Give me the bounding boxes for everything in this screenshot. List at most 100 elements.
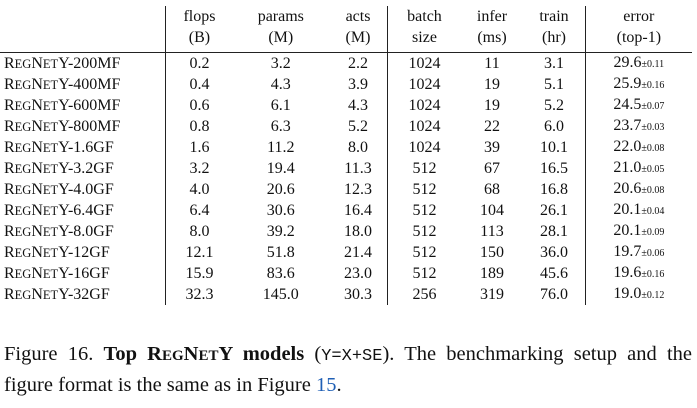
header-batch-line1: batch	[407, 8, 442, 25]
header-error-line2: (top-1)	[616, 29, 662, 46]
table-row: REGNETY-800MF 0.8 6.3 5.2 1024 22 6.0 23.7±0.03	[0, 116, 692, 137]
cell-train: 5.2	[523, 95, 586, 116]
model-name-part: ET	[42, 182, 59, 197]
cell-params: 145.0	[262, 286, 299, 303]
model-name-part: EG	[14, 203, 32, 218]
cell-flops: 0.8	[189, 118, 210, 135]
model-name-part: ET	[42, 203, 59, 218]
table-body: REGNETY-200MF 0.2 3.2 2.2 1024 11 3.1 29.6±0.11…	[0, 52, 692, 305]
cell-error: 29.6±0.11	[585, 53, 692, 75]
cell-error: 19.7±0.06	[585, 242, 692, 263]
error-value: 19.0	[613, 285, 642, 302]
cell-flops: 4.0	[189, 181, 210, 198]
header-batch: batch size	[387, 6, 461, 53]
table-row: REGNETY-32GF 32.3 145.0 30.3 256 319 76.0 19.0±…	[0, 284, 692, 305]
model-name-part: R	[4, 180, 15, 198]
cell-train: 5.1	[523, 74, 586, 95]
model-name-part: R	[4, 138, 15, 156]
error-std: ±0.07	[641, 101, 665, 112]
model-name-part: Y-12GF	[58, 243, 110, 261]
cell-error: 21.0±0.05	[585, 158, 692, 179]
model-name-part: Y-8.0GF	[58, 222, 114, 240]
model-name-part: EG	[14, 224, 32, 239]
error-std: ±0.16	[641, 80, 665, 91]
cell-infer: 104	[480, 202, 504, 219]
model-name-part: R	[4, 75, 15, 93]
cell-train: 28.1	[523, 221, 586, 242]
cell-infer: 319	[480, 286, 504, 303]
header-flops: flops (B)	[165, 6, 233, 53]
cell-batch: 512	[412, 265, 437, 282]
error-value: 22.0	[613, 138, 642, 155]
cell-model-name: REGNETY-3.2GF	[0, 158, 166, 179]
error-std: ±0.16	[641, 269, 665, 280]
model-name-part: Y-400MF	[58, 75, 121, 93]
table-row: REGNETY-400MF 0.4 4.3 3.9 1024 19 5.1 25.9±0.16	[0, 74, 692, 95]
header-params-line1: params	[257, 8, 304, 25]
cell-flops: 6.4	[189, 202, 210, 219]
model-name-part: N	[31, 159, 43, 177]
cell-model-name: REGNETY-4.0GF	[0, 179, 166, 200]
header-batch-line2: size	[412, 29, 437, 46]
error-std: ±0.08	[641, 185, 665, 196]
model-name-part: N	[31, 180, 43, 198]
cell-params: 11.2	[267, 139, 295, 156]
model-name-part: N	[31, 243, 43, 261]
table-row: REGNETY-12GF 12.1 51.8 21.4 512 150 36.0 19.7±0…	[0, 242, 692, 263]
cell-params: 3.2	[270, 55, 291, 72]
model-name-part: ET	[42, 56, 59, 71]
cell-train: 10.1	[523, 137, 586, 158]
caption-bold-e: Y models	[218, 343, 305, 365]
cell-batch: 1024	[408, 97, 441, 114]
error-std: ±0.06	[641, 248, 665, 259]
model-name-part: N	[31, 117, 43, 135]
header-acts-line1: acts	[345, 8, 371, 25]
error-value: 23.7	[613, 117, 642, 134]
model-name-part: N	[31, 96, 43, 114]
cell-infer: 150	[480, 244, 504, 261]
cell-infer: 19	[484, 97, 500, 114]
error-std: ±0.08	[641, 143, 665, 154]
table-row: REGNETY-1.6GF 1.6 11.2 8.0 1024 39 10.1 22.0±0.…	[0, 137, 692, 158]
cell-params: 4.3	[270, 76, 291, 93]
model-name-part: R	[4, 264, 15, 282]
cell-params: 19.4	[266, 160, 295, 177]
caption-code: Y=X+SE	[321, 347, 383, 366]
caption-bold-title: Top REGNETY models	[104, 343, 305, 365]
model-name-part: ET	[42, 224, 59, 239]
cell-flops: 12.1	[185, 244, 214, 261]
table-row: REGNETY-6.4GF 6.4 30.6 16.4 512 104 26.1 20.1±0…	[0, 200, 692, 221]
model-name-part: N	[31, 201, 43, 219]
error-value: 20.1	[613, 222, 642, 239]
cell-model-name: REGNETY-6.4GF	[0, 200, 166, 221]
model-name-part: N	[31, 222, 43, 240]
cell-model-name: REGNETY-200MF	[0, 52, 166, 74]
header-train-line2: (hr)	[541, 29, 566, 46]
cell-batch: 256	[412, 286, 437, 303]
model-name-part: N	[31, 54, 43, 72]
cell-infer: 68	[484, 181, 500, 198]
cell-train: 36.0	[523, 242, 586, 263]
cell-model-name: REGNETY-800MF	[0, 116, 166, 137]
model-name-part: Y-800MF	[58, 117, 121, 135]
model-name-part: Y-6.4GF	[58, 201, 114, 219]
caption-paren: (	[304, 343, 322, 365]
caption-bold-d: ET	[198, 348, 219, 364]
error-value: 29.6	[613, 54, 642, 71]
model-name-part: EG	[14, 245, 32, 260]
model-name-part: Y-3.2GF	[58, 159, 114, 177]
model-name-part: N	[31, 75, 43, 93]
model-name-part: EG	[14, 56, 32, 71]
model-name-part: EG	[14, 77, 32, 92]
cell-acts: 11.3	[328, 158, 389, 179]
caption-figure-ref[interactable]: 15	[315, 374, 337, 396]
cell-params: 6.3	[270, 118, 291, 135]
cell-model-name: REGNETY-400MF	[0, 74, 166, 95]
model-name-part: N	[31, 264, 43, 282]
header-params-line2: (M)	[268, 29, 294, 46]
cell-error: 25.9±0.16	[585, 74, 692, 95]
header-train: train (hr)	[523, 6, 586, 53]
cell-model-name: REGNETY-600MF	[0, 95, 166, 116]
cell-batch: 1024	[408, 118, 441, 135]
cell-batch: 512	[412, 244, 437, 261]
